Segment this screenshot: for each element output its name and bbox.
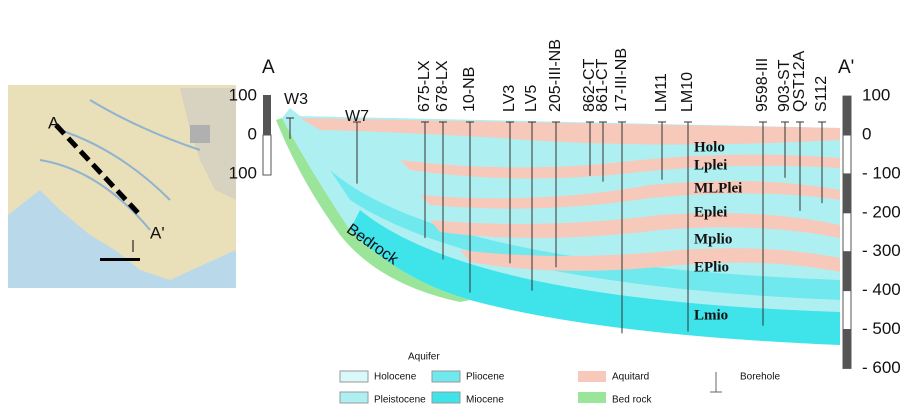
right-scale-label: - 600 <box>862 358 901 377</box>
layer-label: Lmio <box>694 307 728 323</box>
borehole-label: W7 <box>345 108 369 125</box>
right-scale-segment <box>842 134 852 175</box>
legend-label: Borehole <box>740 372 780 383</box>
left-scale-bar <box>263 95 271 135</box>
borehole-label: 17-III-NB <box>613 48 630 112</box>
cross-section: Bedrock <box>276 108 840 345</box>
legend-swatch <box>578 371 606 382</box>
right-scale-segment <box>842 173 852 214</box>
section-start-label: A <box>262 57 275 78</box>
legend-label: Aquitard <box>612 372 649 383</box>
legend-swatch <box>339 391 369 404</box>
borehole-label: 861-CT <box>594 58 611 112</box>
layer-label: MLPlei <box>694 180 742 196</box>
right-scale-segment <box>842 251 852 292</box>
legend-swatch <box>431 391 461 404</box>
borehole-label: LM11 <box>653 73 670 112</box>
borehole-label: S112 <box>813 76 830 112</box>
legend-label: Bed rock <box>612 395 652 405</box>
right-scale-label: - 400 <box>862 280 901 299</box>
layer-label: Lplei <box>694 157 727 173</box>
right-scale-label: 100 <box>862 86 890 105</box>
left-scale-label: 100 <box>229 86 257 105</box>
borehole-label: W3 <box>284 91 308 108</box>
location-map: A A' <box>8 85 236 288</box>
legend-label: Holocene <box>374 372 417 383</box>
borehole-label: 10-NB <box>461 67 478 112</box>
borehole-label: 9598-III <box>754 58 771 112</box>
right-scale-segment <box>842 329 852 369</box>
right-scale-label: 0 <box>862 124 871 143</box>
legend-swatch <box>431 370 461 383</box>
legend-label: Pleistocene <box>374 395 426 405</box>
right-scale-label: - 500 <box>862 319 901 338</box>
right-scale-label: - 200 <box>862 202 901 221</box>
borehole-label: 205-III-NB <box>547 39 564 112</box>
legend-label: Miocene <box>466 395 504 405</box>
right-scale-label: - 100 <box>862 163 901 182</box>
borehole-label: LV3 <box>501 85 518 112</box>
borehole-label: 862-CT <box>581 58 598 112</box>
borehole-label: LM10 <box>679 72 696 112</box>
borehole-label: 678-LX <box>434 60 451 112</box>
map-label-a: A <box>48 113 60 132</box>
left-scale-label: 0 <box>248 124 257 143</box>
left-scale-bar <box>262 134 272 176</box>
section-end-label: A' <box>838 57 854 78</box>
right-scale-segment <box>842 95 852 136</box>
borehole-label: 675-LX <box>416 60 433 112</box>
layer-label: Eplei <box>694 204 727 220</box>
layer-label: EPlio <box>694 259 729 275</box>
layer-label: Mplio <box>694 231 732 247</box>
map-label-a-prime: A' <box>150 223 165 242</box>
legend-swatch <box>339 370 369 383</box>
layer-label: Holo <box>694 139 725 155</box>
legend-label: Pliocene <box>466 372 505 383</box>
borehole-label: LV5 <box>523 85 540 112</box>
borehole-label: QST12A <box>791 50 808 112</box>
legend: Aquifer Holocene Pleistocene Pliocene Mi… <box>339 352 780 405</box>
legend-title: Aquifer <box>408 352 440 363</box>
left-scale-label: 100 <box>229 163 257 182</box>
legend-swatch <box>578 392 606 403</box>
right-scale-label: - 300 <box>862 241 901 260</box>
right-scale-segment <box>842 290 852 331</box>
borehole-label: 903-ST <box>776 59 793 112</box>
right-scale-segment <box>842 212 852 253</box>
